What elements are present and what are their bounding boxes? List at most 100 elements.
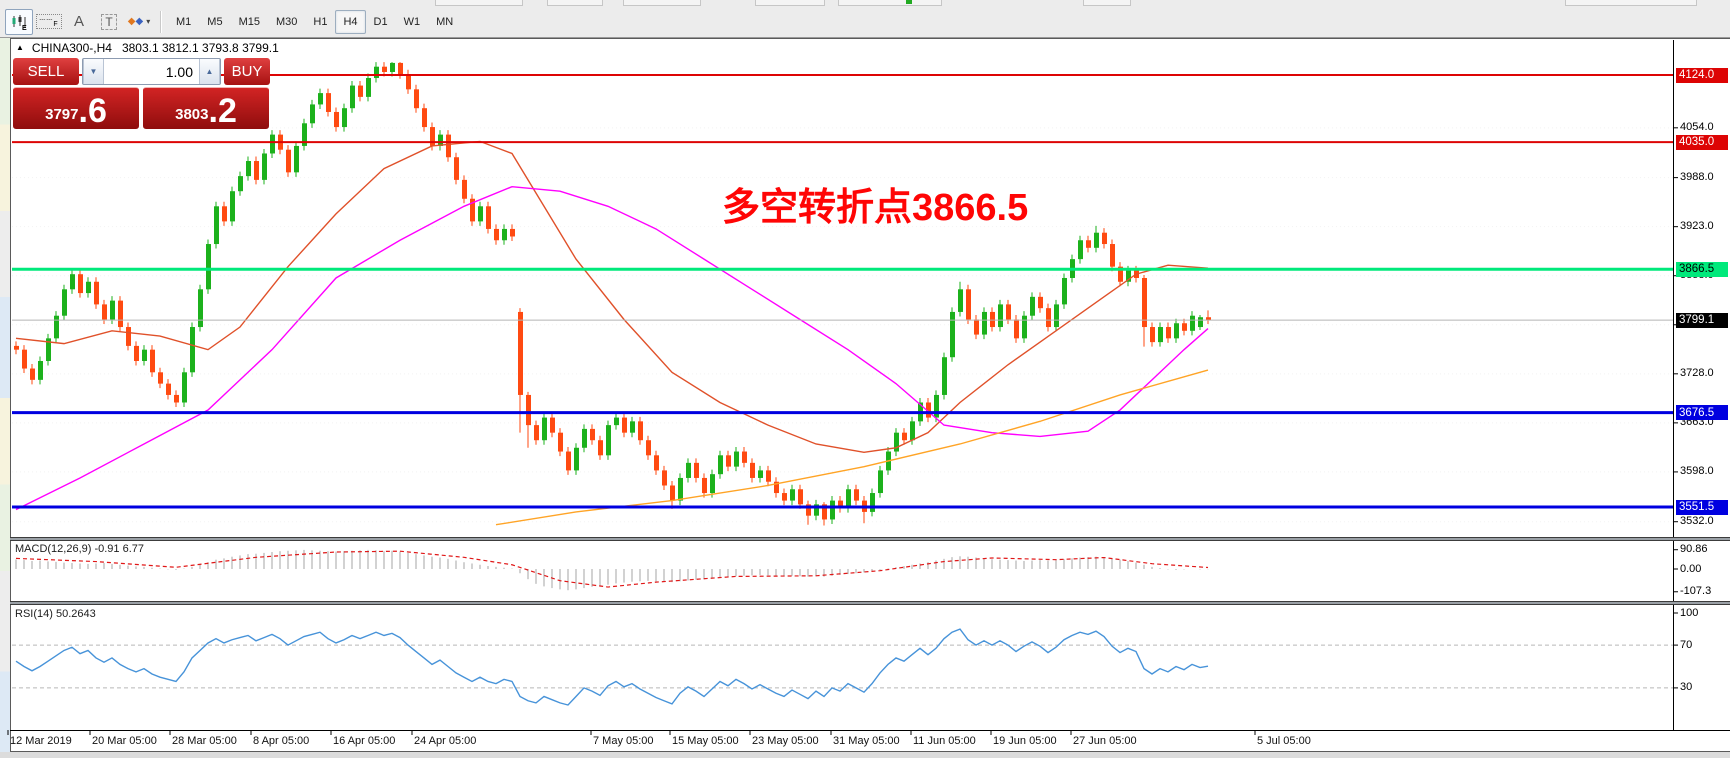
candle-body xyxy=(454,157,459,180)
candle-body xyxy=(382,66,387,72)
candle-body xyxy=(806,504,811,516)
candle-body xyxy=(150,349,155,373)
candle-body xyxy=(814,504,819,516)
candle-body xyxy=(438,134,443,146)
candle-body xyxy=(414,89,419,109)
candle-body xyxy=(894,432,899,452)
timeframe-button-m5[interactable]: M5 xyxy=(207,15,223,28)
candle-body xyxy=(78,274,83,294)
timeframe-button-h1[interactable]: H1 xyxy=(313,15,328,28)
candle-body xyxy=(1102,232,1107,245)
price-tick-label: 3728.0 xyxy=(1680,367,1714,380)
timeframe-button-d1[interactable]: D1 xyxy=(373,15,388,28)
grid-f-icon[interactable]: ┄┄F xyxy=(35,9,63,35)
time-tick-label: 11 Jun 05:00 xyxy=(913,735,976,747)
candle-body xyxy=(638,421,643,441)
candle-body xyxy=(422,108,427,128)
toolbar-separator xyxy=(160,10,162,33)
candle-body xyxy=(1110,244,1115,267)
candle-body xyxy=(374,66,379,79)
svg-text:E: E xyxy=(22,25,27,30)
volume-increase-button[interactable]: ▲ xyxy=(199,59,220,84)
ask-price-main: 3803 xyxy=(175,106,209,123)
window-bottom-edge xyxy=(0,752,1730,758)
panel-splitter-rsi[interactable] xyxy=(10,601,1730,605)
candle-body xyxy=(286,149,291,173)
candle-body xyxy=(1054,304,1059,328)
price-level-tag: 3799.1 xyxy=(1676,312,1728,328)
ask-price-fraction: .2 xyxy=(208,92,237,130)
candle-body xyxy=(542,417,547,441)
candle-body xyxy=(1038,296,1043,309)
charts-expert-icon[interactable]: E xyxy=(5,8,33,35)
chevron-down-icon: ▾ xyxy=(146,17,151,26)
letter-t-glyph: T xyxy=(101,13,117,30)
candle-body xyxy=(742,451,747,463)
toolbar-fragment xyxy=(623,0,701,6)
toolbar: E ┄┄F A T ◆◆ ▾ M1 M5 M15 M30 H1 H4 D1 W1 MN xyxy=(0,6,1730,38)
toolbar-fragment xyxy=(755,0,825,6)
candle-body xyxy=(966,289,971,320)
moving-average-slow xyxy=(15,185,1209,511)
collapse-arrow-icon[interactable]: ▲ xyxy=(16,43,24,52)
caret-down-icon: ▼ xyxy=(89,67,98,76)
candle-body xyxy=(1046,308,1051,328)
timeframe-button-m15[interactable]: M15 xyxy=(238,15,260,28)
volume-input[interactable]: 1.00 xyxy=(104,59,199,84)
candle-body xyxy=(142,349,147,361)
ask-price-panel[interactable]: 3803 .2 xyxy=(143,87,269,129)
candle-body xyxy=(262,153,267,180)
panel-splitter-macd[interactable] xyxy=(10,537,1730,541)
timeframe-button-w1[interactable]: W1 xyxy=(403,15,421,28)
time-tick-label: 28 Mar 05:00 xyxy=(172,735,237,747)
bid-price-panel[interactable]: 3797 .6 xyxy=(13,87,139,129)
macd-signal-line xyxy=(15,550,1209,588)
timeframe-button-m30[interactable]: M30 xyxy=(275,15,298,28)
timeframe-button-m1[interactable]: M1 xyxy=(176,15,192,28)
candle-body xyxy=(1086,240,1091,248)
candle-body xyxy=(214,206,219,245)
time-tick-label: 7 May 05:00 xyxy=(593,735,654,747)
time-tick-label: 5 Jul 05:00 xyxy=(1257,735,1311,747)
time-tick-label: 24 Apr 05:00 xyxy=(414,735,477,747)
letter-a-glyph: A xyxy=(73,13,84,30)
price-level-tag: 4124.0 xyxy=(1676,67,1728,83)
candle-body xyxy=(846,489,851,509)
candle-body xyxy=(1198,317,1203,328)
candle-body xyxy=(830,500,835,520)
candle-body xyxy=(14,345,19,350)
time-tick-label: 15 May 05:00 xyxy=(672,735,739,747)
candle-body xyxy=(518,311,523,395)
price-tick-label: 3923.0 xyxy=(1680,220,1714,233)
rsi-tick-label: 100 xyxy=(1680,606,1699,619)
volume-decrease-button[interactable]: ▼ xyxy=(83,59,104,84)
timeframe-button-h4[interactable]: H4 xyxy=(335,9,366,34)
candle-body xyxy=(702,477,707,494)
grid-glyph: ┄┄F xyxy=(36,14,62,29)
candle-body xyxy=(566,451,571,471)
candle-body xyxy=(678,477,683,501)
candle-body xyxy=(694,462,699,478)
rsi-line xyxy=(15,628,1209,706)
candle-body xyxy=(1030,296,1035,316)
sell-button[interactable]: SELL xyxy=(13,58,79,85)
candle-body xyxy=(230,191,235,222)
timeframe-button-mn[interactable]: MN xyxy=(436,15,454,28)
candle-body xyxy=(102,304,107,320)
candle-body xyxy=(406,74,411,90)
time-tick-label: 20 Mar 05:00 xyxy=(92,735,157,747)
macd-tick-label: 90.86 xyxy=(1680,543,1708,556)
price-level-tag: 3676.5 xyxy=(1676,405,1728,421)
candle-body xyxy=(390,62,395,72)
time-tick-label: 12 Mar 2019 xyxy=(10,735,72,747)
candle-body xyxy=(654,455,659,471)
text-label-icon[interactable]: A xyxy=(65,9,93,35)
candle-body xyxy=(510,228,515,237)
objects-shapes-icon[interactable]: ◆◆ ▾ xyxy=(125,9,153,35)
candle-body xyxy=(1094,232,1099,248)
candle-body xyxy=(158,372,163,384)
text-object-icon[interactable]: T xyxy=(95,9,123,35)
candle-body xyxy=(478,206,483,222)
buy-button[interactable]: BUY xyxy=(224,58,270,85)
